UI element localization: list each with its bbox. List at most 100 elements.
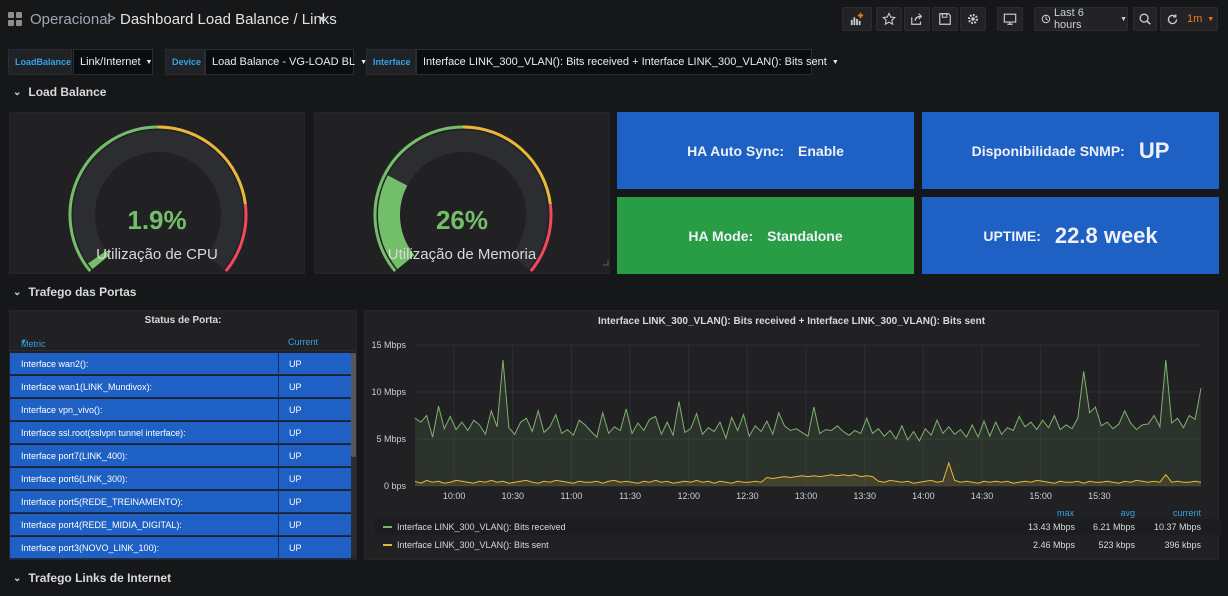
refresh-icon: [1167, 13, 1178, 24]
chevron-down-icon: ▼: [360, 58, 368, 66]
y-tick-label: 15 Mbps: [371, 340, 406, 350]
metric-cell: Interface port4(REDE_MIDIA_DIGITAL):: [21, 520, 182, 530]
stat-uptime[interactable]: UPTIME: 22.8 week: [922, 197, 1219, 274]
memory-gauge-fill: [378, 175, 415, 270]
x-tick-label: 10:00: [443, 491, 466, 501]
current-cell: UP: [289, 520, 302, 530]
star-button[interactable]: [876, 7, 902, 31]
tv-mode-button[interactable]: [997, 7, 1023, 31]
x-tick-label: 11:30: [619, 491, 641, 501]
time-picker[interactable]: Last 6 hours ▼: [1034, 7, 1128, 31]
stat-value: Enable: [798, 142, 844, 159]
stat-label: UPTIME:: [983, 227, 1041, 244]
current-cell: UP: [289, 382, 302, 392]
legend-header-avg[interactable]: avg: [1120, 508, 1135, 518]
x-tick-label: 10:30: [501, 491, 524, 501]
breadcrumb-folder[interactable]: Operacional: [30, 11, 111, 28]
add-panel-button[interactable]: [842, 7, 872, 31]
legend-header-current[interactable]: current: [1172, 508, 1201, 518]
current-cell: UP: [289, 543, 302, 553]
column-divider: [278, 422, 279, 444]
chevron-down-icon: ▼: [145, 58, 153, 66]
chevron-down-icon: ⌄: [13, 572, 22, 584]
table-header: Metric ▼ Current: [10, 335, 356, 351]
variable-select-interface[interactable]: Interface LINK_300_VLAN(): Bits received…: [416, 49, 839, 75]
resize-handle-icon[interactable]: [603, 260, 609, 266]
column-divider: [278, 537, 279, 559]
variable-label-device: Device: [165, 49, 205, 75]
legend-row-sent[interactable]: Interface LINK_300_VLAN(): Bits sent 2.4…: [375, 537, 1221, 553]
scrollbar-thumb[interactable]: [351, 353, 356, 457]
panel-memory-gauge[interactable]: 26% Utilização de Memoria: [314, 112, 610, 274]
row-title: Trafego das Portas: [28, 285, 137, 299]
table-row[interactable]: Interface ssl.root(sslvpn tunnel interfa…: [10, 422, 351, 444]
legend-max: 13.43 Mbps: [1027, 522, 1075, 532]
gauge-track: [378, 130, 548, 270]
clock-icon: [1041, 14, 1051, 24]
cpu-gauge-fill: [88, 250, 110, 270]
legend-max: 2.46 Mbps: [1032, 540, 1075, 550]
variable-value: Link/Internet: [80, 56, 141, 68]
current-cell: UP: [289, 405, 302, 415]
stat-value: UP: [1138, 137, 1170, 163]
stat-snmp-availability[interactable]: Disponibilidade SNMP: UP: [922, 112, 1219, 189]
legend-header-max[interactable]: max: [1056, 508, 1074, 518]
dashboard-title[interactable]: Dashboard Load Balance / Links: [120, 11, 337, 28]
refresh-picker[interactable]: 1m ▼: [1160, 7, 1218, 31]
cpu-gauge: [68, 125, 248, 273]
row-trafego-portas[interactable]: ⌄ Trafego das Portas: [13, 285, 136, 299]
zoom-out-button[interactable]: [1133, 7, 1157, 31]
save-button[interactable]: [932, 7, 958, 31]
table-row[interactable]: Interface port7(LINK_400): UP: [10, 445, 351, 467]
gauge-threshold-red: [224, 204, 248, 273]
panel-port-status[interactable]: Status de Porta: Metric ▼ Current Interf…: [9, 310, 357, 560]
gauge-threshold-green: [68, 125, 159, 273]
legend-avg: 523 kbps: [1098, 540, 1135, 550]
legend-current: 396 kbps: [1164, 540, 1201, 550]
table-row[interactable]: Interface wan2(): UP: [10, 353, 351, 375]
panel-cpu-gauge[interactable]: 1.9% Utilização de CPU: [9, 112, 305, 274]
metric-cell: Interface port3(NOVO_LINK_100):: [21, 543, 160, 553]
panel-traffic-graph[interactable]: Interface LINK_300_VLAN(): Bits received…: [364, 310, 1221, 560]
x-tick-label: 11:00: [560, 491, 582, 501]
variable-select-loadbalance[interactable]: Link/Internet ▼: [73, 49, 153, 75]
series-area-0: [415, 360, 1201, 486]
tv-mode-icon: [1003, 13, 1017, 25]
column-divider: [278, 445, 279, 467]
variable-label-interface: Interface: [366, 49, 416, 75]
table-row[interactable]: Interface vpn_vivo(): UP: [10, 399, 351, 421]
share-icon: [911, 13, 923, 25]
table-scrollbar[interactable]: [351, 353, 356, 557]
current-cell: UP: [289, 428, 302, 438]
column-header-current[interactable]: Current: [288, 337, 319, 347]
column-label: Metric: [21, 339, 46, 349]
chevron-down-icon[interactable]: ▼: [318, 14, 327, 24]
breadcrumb-separator: >: [107, 10, 116, 27]
gauge-track: [73, 130, 243, 270]
table-row[interactable]: Interface wan1(LINK_Mundivox): UP: [10, 376, 351, 398]
legend-series-name: Interface LINK_300_VLAN(): Bits received: [397, 522, 566, 532]
legend-row-received[interactable]: Interface LINK_300_VLAN(): Bits received…: [375, 519, 1221, 535]
table-row[interactable]: Interface port4(REDE_MIDIA_DIGITAL): UP: [10, 514, 351, 536]
apps-icon[interactable]: [8, 12, 22, 26]
refresh-interval: 1m: [1187, 13, 1203, 25]
variable-select-device[interactable]: Load Balance - VG-LOAD BL ▼: [205, 49, 367, 75]
column-divider: [278, 353, 279, 375]
variable-label-loadbalance: LoadBalance: [8, 49, 72, 75]
row-trafego-links[interactable]: ⌄ Trafego Links de Internet: [13, 571, 171, 585]
share-button[interactable]: [904, 7, 930, 31]
settings-button[interactable]: [960, 7, 986, 31]
stat-ha-auto-sync[interactable]: HA Auto Sync: Enable: [617, 112, 914, 189]
table-row[interactable]: Interface port5(REDE_TREINAMENTO): UP: [10, 491, 351, 513]
x-tick-label: 12:30: [736, 491, 759, 501]
table-row[interactable]: Interface port6(LINK_300): UP: [10, 468, 351, 490]
table-row[interactable]: Interface port3(NOVO_LINK_100): UP: [10, 537, 351, 559]
row-load-balance[interactable]: ⌄ Load Balance: [13, 85, 106, 99]
current-cell: UP: [289, 497, 302, 507]
memory-gauge: [373, 125, 609, 273]
legend-swatch: [383, 544, 392, 546]
traffic-graph: 0 bps 5 Mbps 10 Mbps 15 Mbps 10:00 10:30 11:00…: [371, 340, 1202, 501]
variable-value: Interface LINK_300_VLAN(): Bits received…: [423, 56, 827, 68]
stat-ha-mode[interactable]: HA Mode: Standalone: [617, 197, 914, 274]
cpu-gauge-value: 1.9%: [127, 205, 187, 235]
